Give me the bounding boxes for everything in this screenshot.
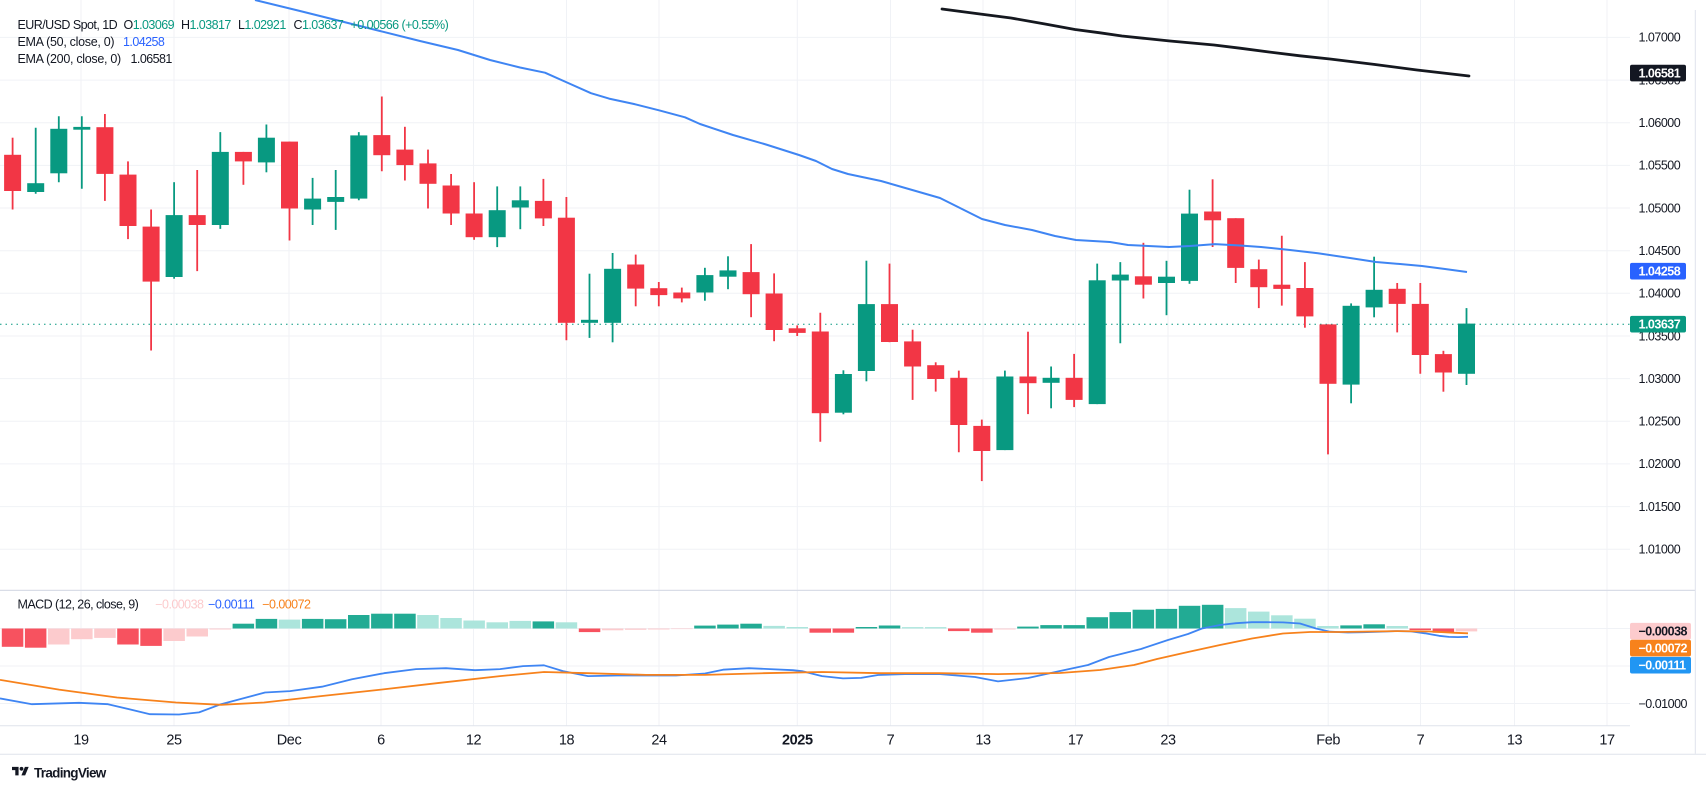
svg-text:EMA (50, close, 0): EMA (50, close, 0) <box>18 35 115 49</box>
svg-text:+0.00566 (+0.55%): +0.00566 (+0.55%) <box>351 18 449 32</box>
svg-text:13: 13 <box>975 733 991 749</box>
svg-text:H1.03817: H1.03817 <box>181 18 231 32</box>
svg-text:1.06581: 1.06581 <box>1639 66 1681 80</box>
svg-text:1.06581: 1.06581 <box>131 52 173 66</box>
svg-text:1.04258: 1.04258 <box>123 35 165 49</box>
svg-text:17: 17 <box>1068 733 1084 749</box>
svg-text:7: 7 <box>887 733 895 749</box>
svg-text:MACD (12, 26, close, 9): MACD (12, 26, close, 9) <box>18 598 139 612</box>
svg-text:−0.00038: −0.00038 <box>155 598 204 612</box>
svg-text:Feb: Feb <box>1316 733 1340 749</box>
svg-text:2025: 2025 <box>782 733 813 749</box>
svg-text:1.04000: 1.04000 <box>1639 287 1681 301</box>
svg-text:25: 25 <box>166 733 182 749</box>
svg-text:18: 18 <box>559 733 575 749</box>
svg-text:6: 6 <box>377 733 385 749</box>
svg-text:7: 7 <box>1417 733 1425 749</box>
svg-text:24: 24 <box>651 733 667 749</box>
svg-text:1.07000: 1.07000 <box>1639 31 1681 45</box>
svg-text:1.03637: 1.03637 <box>1639 318 1681 332</box>
svg-text:−0.00072: −0.00072 <box>1639 641 1688 655</box>
svg-text:1.01500: 1.01500 <box>1639 500 1681 514</box>
svg-text:12: 12 <box>466 733 482 749</box>
svg-text:O1.03069: O1.03069 <box>124 18 175 32</box>
svg-text:−0.01000: −0.01000 <box>1639 697 1688 711</box>
svg-text:1.01000: 1.01000 <box>1639 543 1681 557</box>
svg-text:1.03000: 1.03000 <box>1639 372 1681 386</box>
svg-text:L1.02921: L1.02921 <box>238 18 286 32</box>
svg-text:1.04258: 1.04258 <box>1639 265 1681 279</box>
svg-text:1.02500: 1.02500 <box>1639 415 1681 429</box>
svg-text:Dec: Dec <box>277 733 302 749</box>
svg-text:1.03500: 1.03500 <box>1639 329 1681 343</box>
svg-text:EUR/USD Spot, 1D: EUR/USD Spot, 1D <box>18 18 118 32</box>
svg-text:TradingView: TradingView <box>34 766 107 781</box>
svg-text:−0.00038: −0.00038 <box>1639 625 1688 639</box>
svg-text:1.02000: 1.02000 <box>1639 457 1681 471</box>
svg-text:19: 19 <box>73 733 89 749</box>
svg-text:1.05000: 1.05000 <box>1639 201 1681 215</box>
svg-text:13: 13 <box>1507 733 1523 749</box>
svg-text:−0.00072: −0.00072 <box>262 598 311 612</box>
svg-text:17: 17 <box>1599 733 1615 749</box>
svg-text:1.06000: 1.06000 <box>1639 116 1681 130</box>
svg-text:EMA (200, close, 0): EMA (200, close, 0) <box>18 52 122 66</box>
svg-text:23: 23 <box>1160 733 1176 749</box>
svg-text:C1.03637: C1.03637 <box>294 18 344 32</box>
svg-text:−0.00111: −0.00111 <box>208 598 255 612</box>
svg-text:1.04500: 1.04500 <box>1639 244 1681 258</box>
svg-text:1.05500: 1.05500 <box>1639 159 1681 173</box>
svg-text:−0.00111: −0.00111 <box>1639 659 1687 673</box>
